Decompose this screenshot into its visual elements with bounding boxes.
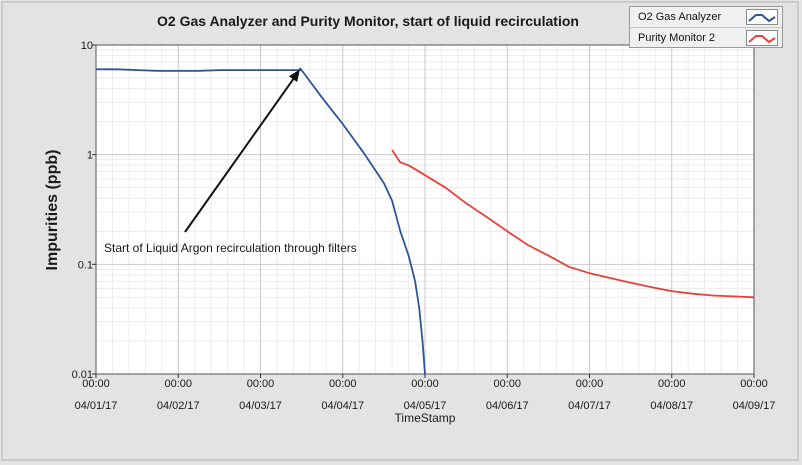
legend-item-o2-gas-analyzer: O2 Gas Analyzer [630,7,782,27]
y-tick-label: 0.1 [78,259,93,271]
x-tick-label-time: 00:00 [740,378,768,390]
x-tick-label-time: 00:00 [576,378,604,390]
x-tick-label-date: 04/02/17 [157,400,200,412]
x-axis-ticks: 00:00 04/01/17 00:00 04/02/17 00:00 04/03/17 0… [75,374,776,412]
y-axis-label: Impurities (ppb) [44,150,61,271]
x-axis-label: TimeStamp [395,411,456,425]
grid [95,44,755,375]
chart-title: O2 Gas Analyzer and Purity Monitor, star… [157,13,579,29]
annotation-text: Start of Liquid Argon recirculation thro… [104,241,357,255]
x-tick-label-date: 04/03/17 [239,400,282,412]
x-tick-label-time: 00:00 [82,378,110,390]
legend-label: O2 Gas Analyzer [638,11,722,23]
x-tick-label-time: 00:00 [411,378,439,390]
legend: O2 Gas Analyzer Purity Monitor 2 [629,6,783,48]
x-tick-label-date: 04/07/17 [568,400,611,412]
x-tick-label-time: 00:00 [493,378,521,390]
x-tick-label-date: 04/01/17 [75,400,118,412]
x-tick-label-date: 04/05/17 [404,400,447,412]
y-axis-ticks: 0.01 0.1 1 10 [72,40,96,381]
x-tick-label-time: 00:00 [164,378,192,390]
x-tick-label-date: 04/04/17 [321,400,364,412]
y-tick-label: 10 [81,40,93,52]
legend-swatch [746,29,778,46]
x-tick-label-date: 04/08/17 [650,400,693,412]
series-line-o2-gas-analyzer [96,67,426,375]
y-tick-label: 1 [87,150,93,162]
y-tick-label: 0.01 [72,369,93,381]
x-tick-label-time: 00:00 [658,378,686,390]
x-tick-label-time: 00:00 [247,378,275,390]
annotation-arrow [184,74,297,233]
legend-label: Purity Monitor 2 [638,31,716,44]
legend-item-purity-monitor-2: Purity Monitor 2 [630,27,782,47]
x-tick-label-date: 04/09/17 [733,400,776,412]
legend-swatch [746,9,778,25]
annotation-arrowhead [288,69,300,83]
x-tick-label-time: 00:00 [329,378,357,390]
annotation-layer: Start of Liquid Argon recirculation thro… [104,69,357,255]
x-tick-label-date: 04/06/17 [486,400,529,412]
series-line-purity-monitor-2 [391,149,755,299]
series-layer [96,67,755,375]
